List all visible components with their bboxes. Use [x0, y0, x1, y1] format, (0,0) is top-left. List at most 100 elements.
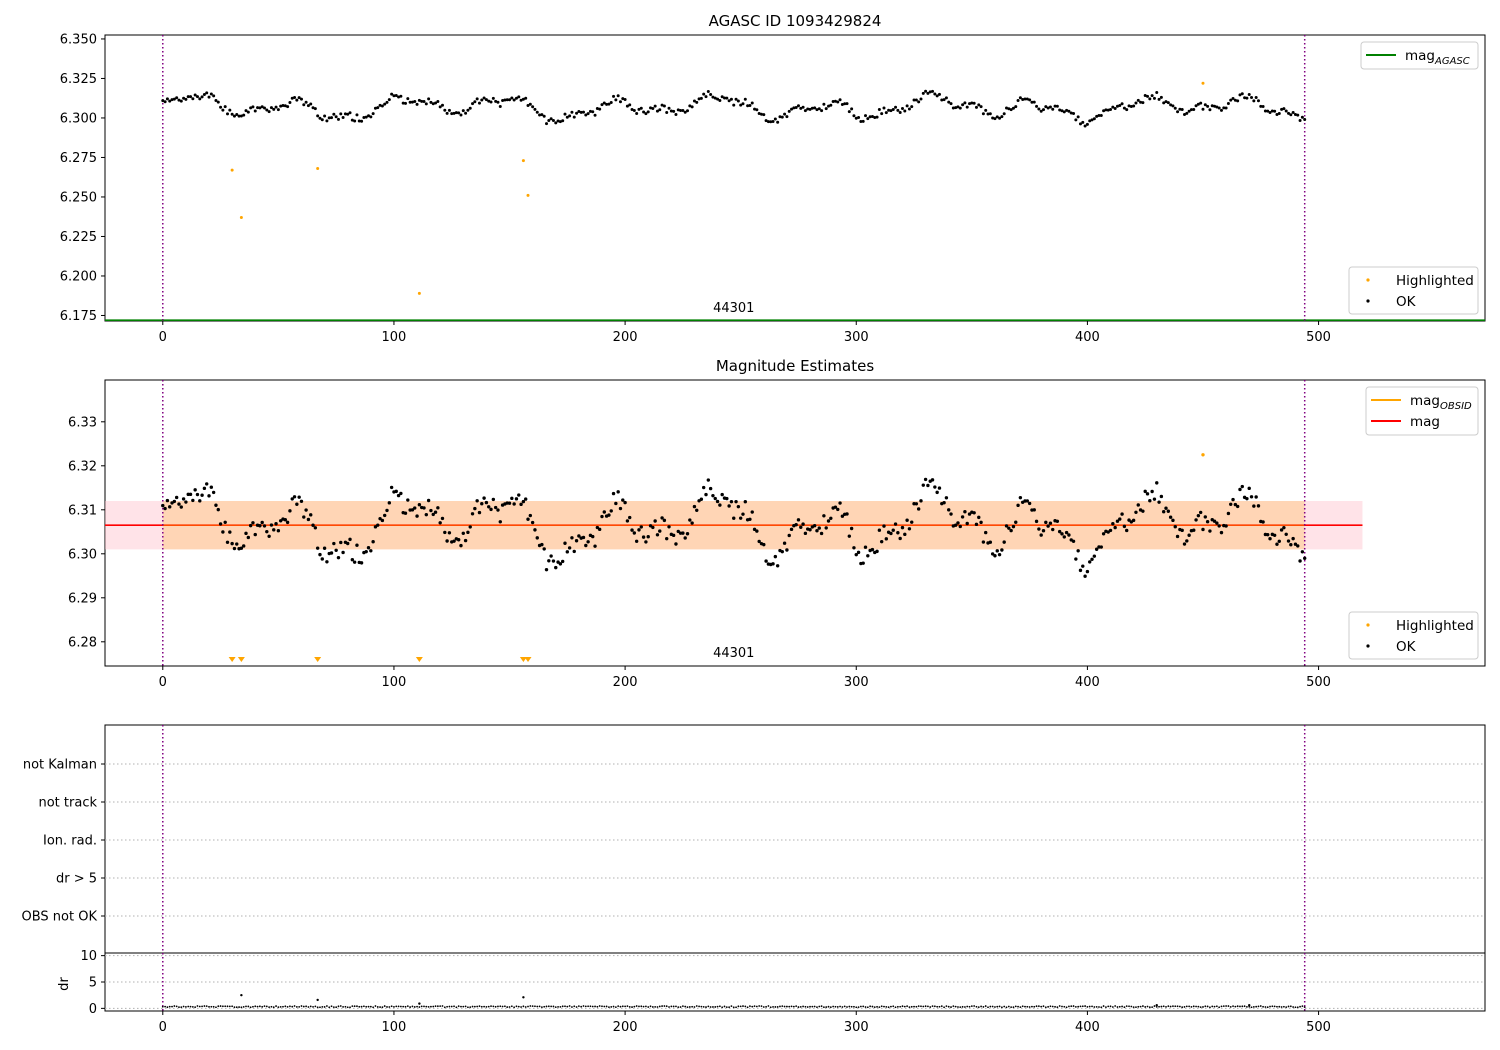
- dr-point: [647, 1006, 650, 1008]
- ok-point: [182, 96, 186, 100]
- ok-point: [1032, 100, 1036, 104]
- ok-point: [947, 100, 951, 104]
- ok-point: [669, 109, 673, 113]
- dr-point: [423, 1005, 425, 1008]
- dr-point: [529, 1005, 532, 1007]
- ok-point: [718, 503, 722, 507]
- ok-point: [748, 104, 752, 108]
- ok-point: [600, 103, 604, 107]
- ok-point: [1071, 539, 1076, 544]
- ok-point: [517, 493, 521, 497]
- ok-point: [339, 112, 343, 116]
- ok-point: [1051, 527, 1055, 532]
- dr-point: [809, 1005, 811, 1008]
- ok-point: [387, 98, 391, 102]
- ok-point: [1238, 487, 1242, 492]
- ok-point: [258, 106, 262, 110]
- ok-point: [889, 531, 893, 536]
- dr-point: [910, 1005, 913, 1008]
- ok-point: [940, 98, 944, 102]
- ok-point: [1092, 554, 1097, 558]
- dr-point: [774, 1006, 777, 1008]
- ok-point: [549, 554, 553, 558]
- ok-point: [563, 541, 567, 545]
- dr-point: [594, 1005, 596, 1008]
- ok-point: [843, 102, 847, 106]
- ok-point: [189, 95, 193, 99]
- ok-point: [556, 119, 560, 123]
- dr-point: [843, 1005, 846, 1008]
- ok-point: [838, 501, 842, 505]
- ok-point: [1296, 113, 1300, 117]
- dr-point: [376, 1006, 379, 1008]
- dr-point: [705, 1006, 707, 1008]
- ok-point: [1155, 481, 1159, 485]
- dr-point: [189, 1005, 192, 1008]
- ok-point: [1053, 104, 1057, 108]
- dr-point: [1003, 1005, 1006, 1008]
- ok-point: [824, 526, 828, 530]
- dr-point: [746, 1006, 749, 1009]
- ok-point: [413, 506, 417, 510]
- dr-point: [1070, 1005, 1073, 1008]
- dr-point: [483, 1005, 485, 1008]
- dr-point: [1225, 1005, 1228, 1007]
- ok-point: [921, 483, 925, 487]
- ok-point: [722, 96, 726, 100]
- dr-point: [885, 1005, 888, 1008]
- dr-point: [779, 1005, 781, 1008]
- y-axis-label: dr: [57, 977, 72, 991]
- ok-point: [574, 539, 579, 543]
- ok-point: [581, 110, 585, 114]
- ok-point: [1141, 509, 1145, 513]
- ok-point: [253, 532, 257, 537]
- x-tick-label: 300: [844, 675, 869, 690]
- dr-point: [1199, 1006, 1202, 1009]
- ok-point: [1201, 107, 1205, 111]
- ok-point: [947, 508, 951, 512]
- ok-point: [1032, 508, 1036, 512]
- dr-point: [540, 1006, 543, 1009]
- ok-point: [1266, 532, 1270, 537]
- ok-point: [207, 494, 211, 498]
- ok-point: [219, 105, 223, 109]
- ok-point: [676, 529, 680, 534]
- ok-point: [1007, 526, 1011, 530]
- ok-point: [364, 115, 368, 119]
- dr-point: [328, 1006, 331, 1009]
- ok-point: [1044, 105, 1048, 109]
- ok-point: [362, 116, 366, 120]
- ok-point: [655, 533, 660, 537]
- ok-point: [540, 113, 544, 117]
- ok-point: [438, 521, 442, 525]
- ok-point: [279, 104, 283, 108]
- dr-point: [915, 1005, 918, 1008]
- dr-point: [1077, 1005, 1080, 1008]
- dr-point: [672, 1005, 675, 1008]
- dr-point: [337, 1005, 340, 1008]
- ok-point: [346, 112, 350, 116]
- ok-point: [244, 531, 248, 536]
- ok-point: [461, 531, 465, 535]
- ok-point: [191, 498, 195, 503]
- ok-point: [857, 115, 861, 119]
- ok-point: [912, 98, 916, 102]
- ok-point: [725, 96, 729, 100]
- ok-point: [332, 541, 336, 546]
- ok-point: [1219, 530, 1224, 535]
- dr-point: [781, 1005, 784, 1008]
- ok-point: [683, 110, 687, 114]
- ok-point: [228, 108, 232, 112]
- dr-point: [619, 1005, 622, 1008]
- ok-point: [1152, 96, 1156, 100]
- ok-point: [861, 119, 865, 123]
- ok-point: [1171, 104, 1175, 108]
- ok-point: [510, 96, 514, 100]
- dr-point: [439, 1005, 442, 1008]
- ok-point: [459, 113, 463, 117]
- dr-point: [1024, 1005, 1026, 1008]
- ok-point: [1175, 534, 1180, 539]
- ok-point: [318, 116, 322, 120]
- ok-point: [1037, 527, 1041, 531]
- dr-point: [462, 1005, 465, 1008]
